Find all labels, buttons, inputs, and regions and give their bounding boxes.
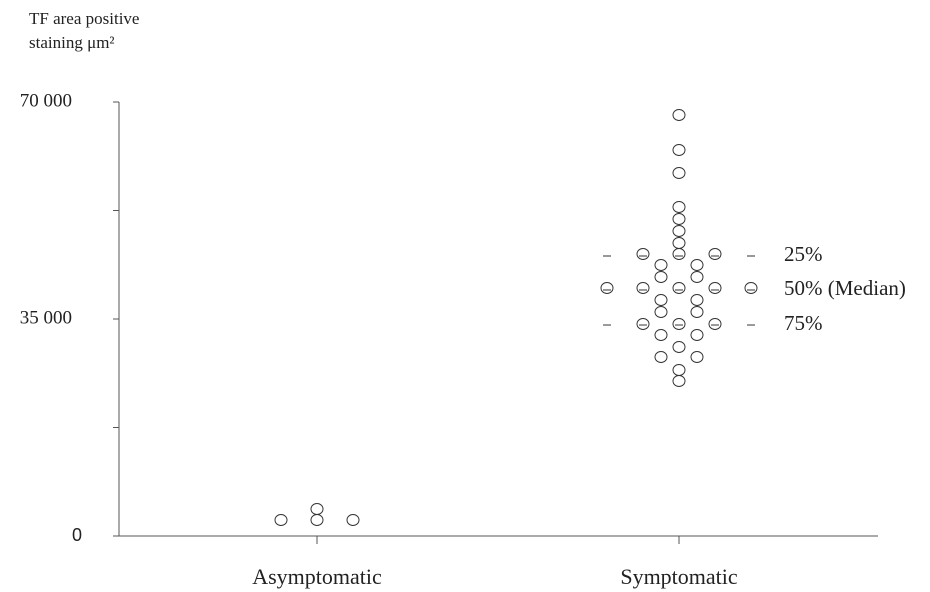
quartile-label: 75% bbox=[784, 311, 823, 335]
data-point bbox=[672, 166, 686, 179]
data-point bbox=[672, 143, 686, 156]
y-tick-label: 0 bbox=[72, 525, 82, 545]
data-point bbox=[636, 247, 650, 260]
data-point bbox=[310, 514, 324, 527]
data-point bbox=[690, 305, 704, 318]
data-point bbox=[654, 258, 668, 271]
data-point bbox=[672, 375, 686, 387]
data-point bbox=[654, 293, 668, 306]
data-point bbox=[672, 363, 686, 376]
x-tick-label: Asymptomatic bbox=[252, 564, 382, 589]
data-point bbox=[708, 317, 722, 330]
data-point bbox=[690, 270, 704, 283]
y-tick-label: 35 000 bbox=[20, 307, 72, 328]
data-point bbox=[346, 514, 360, 527]
data-point bbox=[654, 305, 668, 318]
data-point bbox=[636, 317, 650, 330]
data-point bbox=[672, 224, 686, 237]
data-point bbox=[672, 317, 686, 330]
data-point bbox=[690, 351, 704, 364]
data-point bbox=[690, 328, 704, 341]
data-point bbox=[654, 351, 668, 364]
quartile-label: 25% bbox=[784, 242, 823, 266]
data-point bbox=[744, 282, 758, 294]
data-point bbox=[654, 328, 668, 341]
data-point bbox=[600, 282, 614, 294]
data-point bbox=[708, 247, 722, 260]
data-point bbox=[672, 109, 686, 122]
data-point bbox=[654, 270, 668, 283]
data-point bbox=[672, 282, 686, 294]
quartile-label: 50% (Median) bbox=[784, 276, 906, 300]
data-point bbox=[690, 293, 704, 306]
y-axis-label: staining μm² bbox=[29, 33, 115, 52]
data-point bbox=[690, 258, 704, 271]
y-tick-label: 70 000 bbox=[20, 90, 72, 111]
data-point bbox=[672, 340, 686, 353]
data-point bbox=[274, 514, 288, 527]
data-point bbox=[310, 502, 324, 515]
x-tick-label: Symptomatic bbox=[620, 564, 738, 589]
data-point bbox=[708, 282, 722, 294]
data-point bbox=[672, 212, 686, 225]
data-point bbox=[672, 200, 686, 213]
data-point bbox=[636, 282, 650, 294]
data-point bbox=[672, 247, 686, 260]
y-axis-label: TF area positive bbox=[29, 9, 139, 28]
data-point bbox=[672, 236, 686, 249]
